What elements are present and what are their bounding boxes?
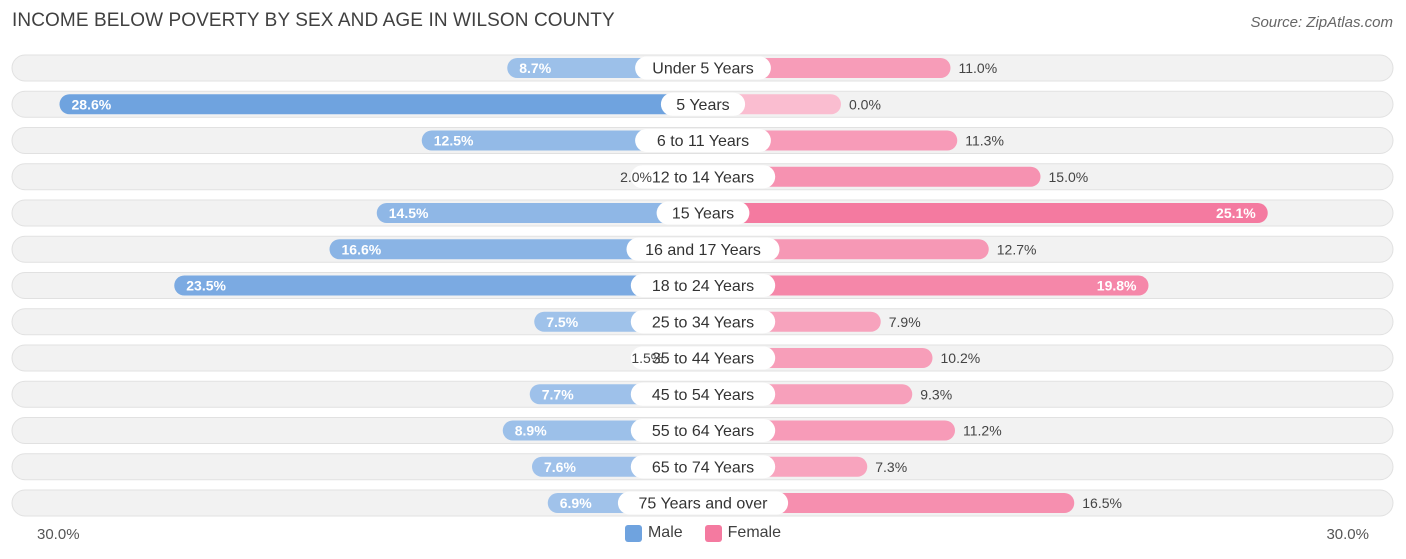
legend-item-male[interactable]: Male xyxy=(624,524,683,542)
axis-left-label: 30.0% xyxy=(37,526,80,543)
chart-source: Source: ZipAtlas.com xyxy=(1250,14,1393,31)
category-label-45-to-54-years: 45 to 54 Years xyxy=(652,387,754,404)
value-label-female-65-to-74-years: 7.3% xyxy=(875,459,907,475)
legend-swatch-female xyxy=(704,524,722,542)
category-label-35-to-44-years: 35 to 44 Years xyxy=(652,351,754,368)
value-label-male-12-to-14-years: 2.0% xyxy=(620,169,652,185)
category-label-18-to-24-years: 18 to 24 Years xyxy=(652,278,754,295)
row-45-to-54-years: 45 to 54 Years 7.7% 9.3% xyxy=(11,380,1394,408)
bar-female-12-to-14-years xyxy=(703,166,1041,187)
legend-swatch-male xyxy=(624,524,642,542)
row-65-to-74-years: 65 to 74 Years 7.6% 7.3% xyxy=(11,453,1394,481)
row-18-to-24-years: 18 to 24 Years 23.5% 19.8% xyxy=(11,272,1394,299)
value-label-female-45-to-54-years: 9.3% xyxy=(920,386,952,402)
category-label-bg xyxy=(630,165,776,189)
value-label-female-16-and-17-years: 12.7% xyxy=(997,241,1037,257)
legend-label-female: Female xyxy=(727,524,782,541)
value-label-female-25-to-34-years: 7.9% xyxy=(889,314,921,330)
value-label-male-55-to-64-years: 8.9% xyxy=(515,423,547,439)
value-label-female-5-years: 0.0% xyxy=(849,96,881,112)
category-label-bg xyxy=(630,419,776,442)
value-label-female-6-to-11-years: 11.3% xyxy=(965,133,1004,149)
category-label-bg xyxy=(635,56,771,80)
value-label-female-55-to-64-years: 11.2% xyxy=(963,423,1002,439)
category-label-bg xyxy=(630,274,776,297)
row-25-to-34-years: 25 to 34 Years 7.5% 7.9% xyxy=(11,308,1394,336)
category-label-bg xyxy=(626,237,780,261)
bar-male-18-to-24-years xyxy=(174,275,703,296)
bar-male-15-years xyxy=(376,203,703,223)
category-label-16-and-17-years: 16 and 17 Years xyxy=(645,242,761,259)
bar-male-6-to-11-years xyxy=(421,130,703,151)
row-15-years: 15 Years 14.5% 25.1% xyxy=(11,199,1394,227)
chart-title: INCOME BELOW POVERTY BY SEX AND AGE IN W… xyxy=(12,10,615,31)
category-label-6-to-11-years: 6 to 11 Years xyxy=(657,133,749,150)
value-label-male-16-and-17-years: 16.6% xyxy=(342,241,382,257)
value-label-male-18-to-24-years: 23.5% xyxy=(186,278,226,294)
poverty-bar-chart: Under 5 Years 8.7% 11.0% 5 Years 28.6% 0.0% 6 … xyxy=(11,54,1394,517)
value-label-male-75-years-and-over: 6.9% xyxy=(560,495,592,511)
value-label-male-65-to-74-years: 7.6% xyxy=(544,459,576,475)
row-6-to-11-years: 6 to 11 Years 12.5% 11.3% xyxy=(11,127,1394,154)
category-label-bg xyxy=(635,129,771,152)
value-label-female-35-to-44-years: 10.2% xyxy=(941,350,981,366)
value-label-female-75-years-and-over: 16.5% xyxy=(1082,495,1122,511)
row-under-5-years: Under 5 Years 8.7% 11.0% xyxy=(11,54,1394,82)
value-label-male-15-years: 14.5% xyxy=(389,205,429,221)
category-label-12-to-14-years: 12 to 14 Years xyxy=(652,169,754,186)
axis-right-label: 30.0% xyxy=(1326,526,1369,543)
category-label-65-to-74-years: 65 to 74 Years xyxy=(652,459,754,476)
bar-male-16-and-17-years xyxy=(329,239,703,260)
bar-male-5-years xyxy=(59,94,703,115)
category-label-55-to-64-years: 55 to 64 Years xyxy=(652,423,754,440)
value-label-male-45-to-54-years: 7.7% xyxy=(542,386,574,402)
legend-item-female[interactable]: Female xyxy=(704,524,782,542)
category-label-bg xyxy=(617,491,789,515)
value-label-male-25-to-34-years: 7.5% xyxy=(546,314,578,330)
value-label-male-35-to-44-years: 1.5% xyxy=(631,350,663,366)
value-label-male-under-5-years: 8.7% xyxy=(519,60,551,76)
category-label-bg xyxy=(630,310,776,334)
category-label-15-years: 15 Years xyxy=(672,206,734,223)
bar-female-18-to-24-years xyxy=(703,275,1149,296)
value-label-female-12-to-14-years: 15.0% xyxy=(1049,169,1089,185)
bar-female-75-years-and-over xyxy=(703,493,1075,513)
category-label-75-years-and-over: 75 Years and over xyxy=(639,496,769,513)
category-label-bg xyxy=(630,346,776,370)
category-label-bg xyxy=(630,382,776,406)
value-label-male-5-years: 28.6% xyxy=(72,96,112,112)
category-label-under-5-years: Under 5 Years xyxy=(652,61,753,78)
category-label-bg xyxy=(630,455,776,479)
value-label-male-6-to-11-years: 12.5% xyxy=(434,133,474,149)
value-label-female-18-to-24-years: 19.8% xyxy=(1097,278,1137,294)
value-label-female-15-years: 25.1% xyxy=(1216,205,1256,221)
row-55-to-64-years: 55 to 64 Years 8.9% 11.2% xyxy=(11,417,1394,444)
bar-female-15-years xyxy=(703,203,1268,223)
row-5-years: 5 Years 28.6% 0.0% xyxy=(11,90,1394,118)
row-75-years-and-over: 75 Years and over 6.9% 16.5% xyxy=(11,489,1394,517)
category-label-bg xyxy=(660,92,746,116)
legend: Male Female xyxy=(0,524,1406,542)
value-label-female-under-5-years: 11.0% xyxy=(959,60,998,76)
legend-label-male: Male xyxy=(647,524,683,541)
category-label-bg xyxy=(656,201,750,225)
category-label-5-years: 5 Years xyxy=(676,97,729,114)
category-label-25-to-34-years: 25 to 34 Years xyxy=(652,314,754,331)
row-16-and-17-years: 16 and 17 Years 16.6% 12.7% xyxy=(11,235,1394,263)
